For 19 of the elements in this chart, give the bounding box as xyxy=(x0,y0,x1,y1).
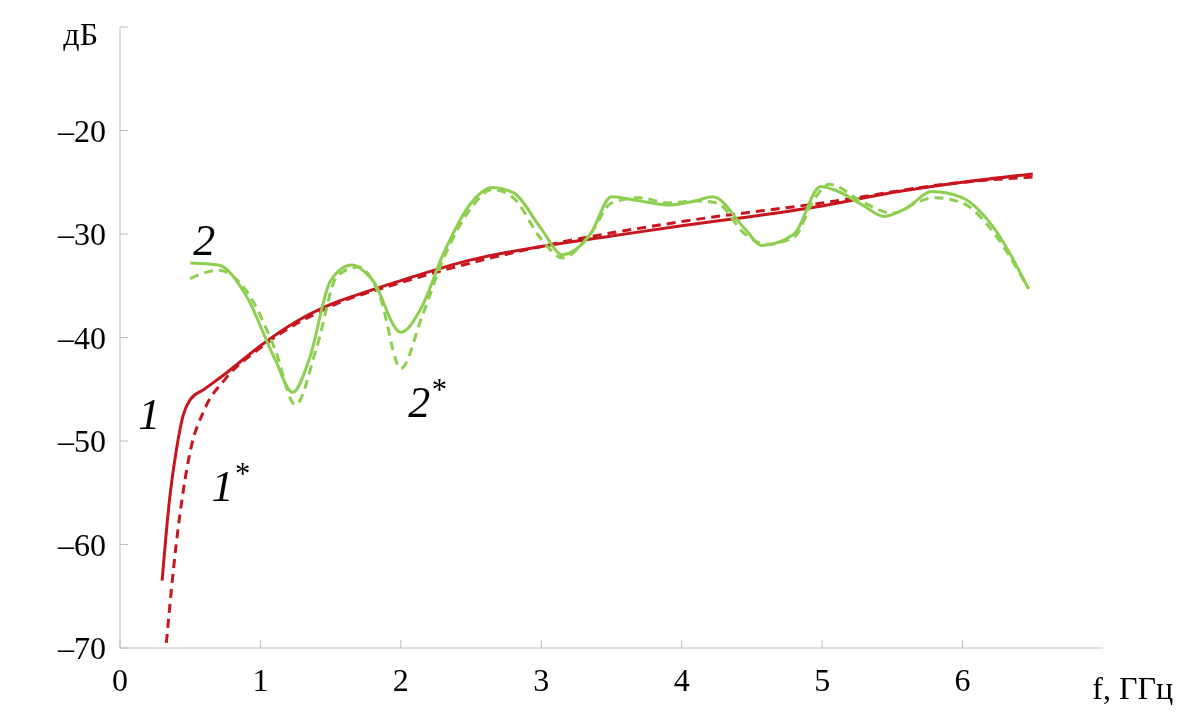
annotation: 2$^{*}$ xyxy=(408,372,447,427)
annotation: 1 xyxy=(138,390,161,440)
annotation: 1$^{*}$ xyxy=(211,457,250,512)
y-tick-label: –60 xyxy=(57,526,106,563)
x-tick-label: 6 xyxy=(954,661,971,698)
annotation: 2 xyxy=(193,215,216,265)
y-tick-label: –50 xyxy=(57,423,106,460)
x-tick-label: 5 xyxy=(814,661,831,698)
y-tick-label: –70 xyxy=(57,630,106,667)
x-tick-label: 3 xyxy=(533,661,550,698)
y-tick-label: –30 xyxy=(57,216,106,253)
x-tick-label: 2 xyxy=(392,661,409,698)
x-tick-label: 1 xyxy=(252,661,269,698)
x-tick-label: 4 xyxy=(673,661,690,698)
x-tick-label: 0 xyxy=(112,661,128,698)
x-axis-title: f, ГГц xyxy=(1092,670,1173,706)
y-tick-label: –20 xyxy=(57,112,106,149)
y-axis-title: дБ xyxy=(63,16,98,52)
y-tick-label: –40 xyxy=(57,319,106,356)
